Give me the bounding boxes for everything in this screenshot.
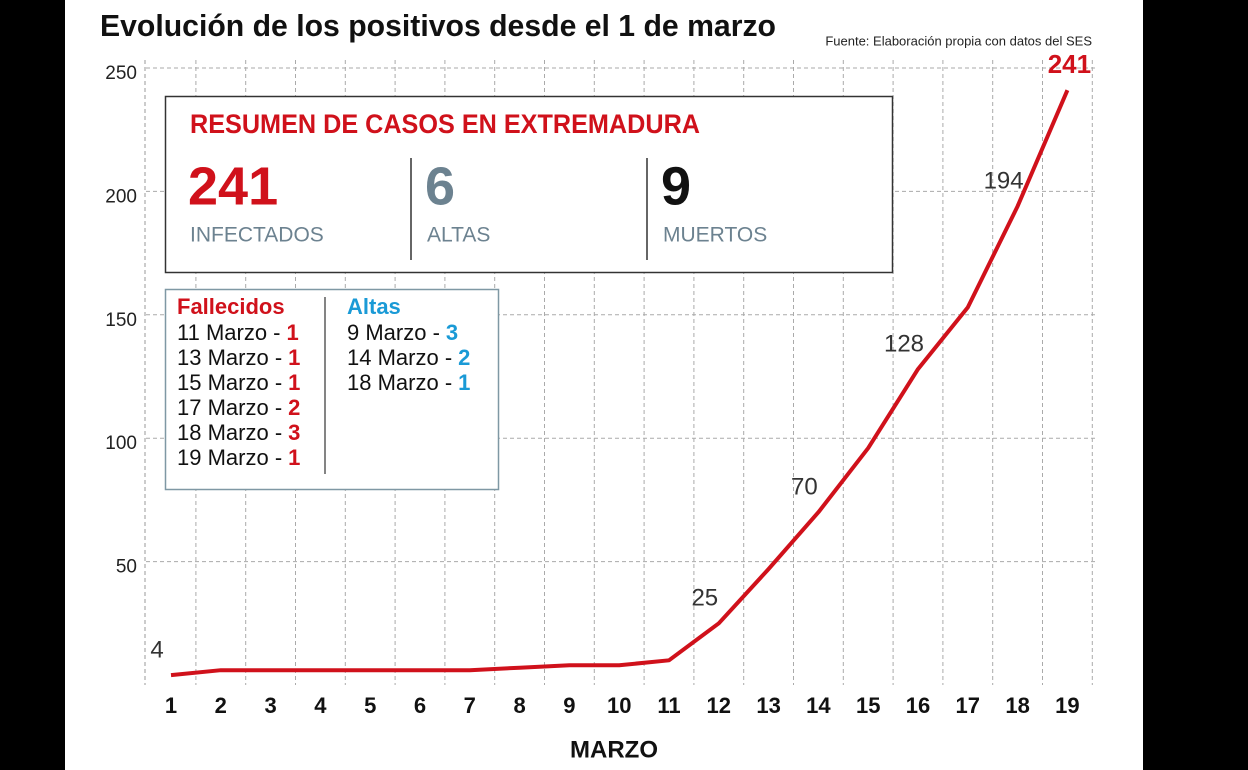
legend-date: 14 Marzo - bbox=[347, 345, 452, 370]
legend-item: 9 Marzo -3 bbox=[347, 320, 458, 345]
legend-count: 2 bbox=[458, 345, 470, 370]
y-tick-label: 250 bbox=[105, 63, 137, 84]
data-label: 4 bbox=[150, 636, 163, 663]
source: Fuente: Elaboración propia con datos del… bbox=[825, 33, 1092, 48]
legend-item: 18 Marzo -1 bbox=[347, 370, 470, 395]
legend-date: 13 Marzo - bbox=[177, 345, 282, 370]
data-line bbox=[170, 89, 1070, 678]
legend-count: 1 bbox=[288, 445, 300, 470]
legend-date: 18 Marzo - bbox=[347, 370, 452, 395]
data-label: 25 bbox=[691, 585, 718, 612]
x-tick-label: 7 bbox=[464, 693, 476, 718]
legend-item: 17 Marzo -2 bbox=[177, 395, 300, 420]
legend-title: Fallecidos bbox=[177, 294, 285, 319]
x-tick-label: 14 bbox=[806, 693, 831, 718]
x-tick-label: 10 bbox=[607, 693, 631, 718]
legend-count: 1 bbox=[458, 370, 470, 395]
legend-count: 1 bbox=[287, 320, 299, 345]
y-tick-label: 150 bbox=[105, 310, 137, 331]
legend-item: 15 Marzo -1 bbox=[177, 370, 300, 395]
legend-box bbox=[164, 288, 500, 491]
x-tick-label: 18 bbox=[1005, 693, 1029, 718]
stat-label: MUERTOS bbox=[663, 224, 767, 247]
x-tick-label: 17 bbox=[956, 693, 980, 718]
x-tick-label: 19 bbox=[1055, 693, 1079, 718]
stat-label: INFECTADOS bbox=[190, 224, 324, 247]
x-tick-label: 3 bbox=[264, 693, 276, 718]
x-tick-label: 5 bbox=[364, 693, 376, 718]
x-tick-label: 11 bbox=[657, 693, 680, 718]
legend-date: 11 Marzo - bbox=[177, 320, 281, 345]
chart-title: Evolución de los positivos desde el 1 de… bbox=[100, 8, 776, 43]
x-tick-label: 13 bbox=[756, 693, 780, 718]
x-tick-label: 4 bbox=[314, 693, 327, 718]
x-axis-label: MARZO bbox=[570, 736, 658, 763]
stat-value: 9 bbox=[661, 156, 691, 216]
x-tick-label: 9 bbox=[563, 693, 575, 718]
legend-item: 13 Marzo -1 bbox=[177, 345, 300, 370]
legend-item: 18 Marzo -3 bbox=[177, 420, 300, 445]
stat-label: ALTAS bbox=[427, 224, 490, 247]
legend-date: 18 Marzo - bbox=[177, 420, 282, 445]
legend-count: 2 bbox=[288, 395, 300, 420]
x-tick-label: 1 bbox=[165, 693, 177, 718]
legend-count: 3 bbox=[446, 320, 458, 345]
data-label: 194 bbox=[984, 168, 1024, 195]
x-tick-label: 2 bbox=[215, 693, 227, 718]
data-label: 70 bbox=[791, 474, 818, 501]
x-tick-label: 16 bbox=[906, 693, 930, 718]
legend-date: 9 Marzo - bbox=[347, 320, 440, 345]
legend-count: 1 bbox=[288, 370, 300, 395]
x-tick-label: 8 bbox=[513, 693, 525, 718]
x-tick-label: 6 bbox=[414, 693, 426, 718]
legend-date: 15 Marzo - bbox=[177, 370, 282, 395]
legend-date: 17 Marzo - bbox=[177, 395, 282, 420]
data-label: 241 bbox=[1048, 49, 1091, 79]
legend-item: 14 Marzo -2 bbox=[347, 345, 470, 370]
x-tick-label: 12 bbox=[707, 693, 731, 718]
y-tick-label: 200 bbox=[105, 186, 137, 207]
y-tick-label: 100 bbox=[105, 433, 137, 454]
data-label: 128 bbox=[884, 330, 924, 357]
y-tick-label: 50 bbox=[116, 557, 137, 578]
x-tick-label: 15 bbox=[856, 693, 880, 718]
legend-title: Altas bbox=[347, 294, 401, 319]
stat-value: 6 bbox=[425, 156, 455, 216]
stat-value: 241 bbox=[188, 156, 278, 216]
legend-count: 1 bbox=[288, 345, 300, 370]
summary-title: RESUMEN DE CASOS EN EXTREMADURA bbox=[190, 109, 700, 139]
legend-date: 19 Marzo - bbox=[177, 445, 282, 470]
legend-count: 3 bbox=[288, 420, 300, 445]
summary-box bbox=[164, 95, 894, 274]
legend-item: 19 Marzo -1 bbox=[177, 445, 300, 470]
legend-item: 11 Marzo -1 bbox=[177, 320, 299, 345]
